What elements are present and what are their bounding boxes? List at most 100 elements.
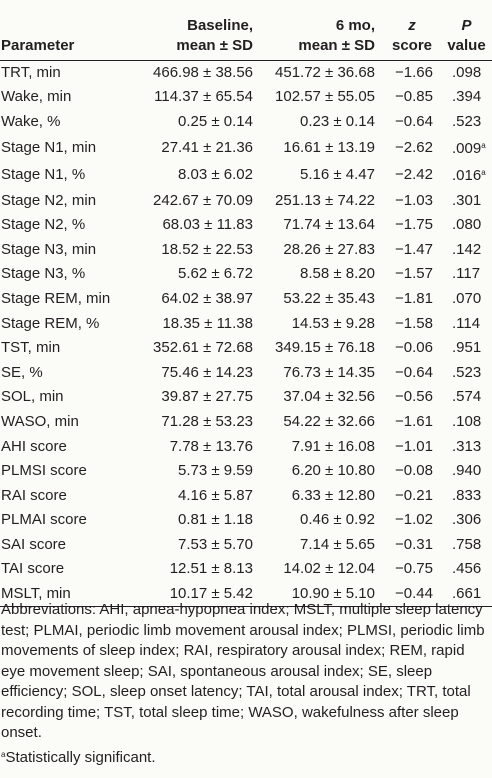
- cell-six-month-text: 7.14 ± 5.65: [300, 535, 375, 553]
- cell-p-value: .833: [441, 483, 492, 508]
- significance-flag: a: [481, 168, 486, 178]
- cell-p-value-text: .313: [452, 437, 482, 455]
- cell-z-score: −0.31: [383, 533, 441, 558]
- cell-z-score: −2.42: [383, 161, 441, 188]
- cell-z-score: −1.81: [383, 287, 441, 312]
- cell-parameter: AHI score: [0, 434, 120, 459]
- cell-p-value-text: .142: [452, 240, 482, 258]
- cell-six-month: 5.16 ± 4.47: [263, 161, 383, 188]
- cell-z-score-text: −0.08: [395, 462, 433, 480]
- significance-flag: a: [481, 141, 486, 151]
- cell-six-month-text: 349.15 ± 76.18: [275, 339, 375, 357]
- cell-six-month: 16.61 ± 13.19: [263, 134, 383, 161]
- cell-six-month: 251.13 ± 74.22: [263, 188, 383, 213]
- cell-six-month-text: 16.61 ± 13.19: [283, 138, 375, 156]
- cell-parameter: Stage N1, min: [0, 134, 120, 161]
- sleep-parameters-table: Parameter Baseline, mean ± SD 6 mo, mean ±…: [0, 4, 492, 608]
- cell-p-value-text: .098: [452, 63, 482, 81]
- table-row: Stage N1, min 27.41 ± 21.36 16.61 ± 13.19 −…: [0, 134, 492, 161]
- cell-parameter: SOL, min: [0, 385, 120, 410]
- cell-parameter-text: PLMAI score: [1, 511, 87, 529]
- cell-parameter-text: SAI score: [1, 535, 67, 553]
- cell-parameter: PLMAI score: [0, 508, 120, 533]
- cell-baseline-text: 0.81 ± 1.18: [178, 511, 253, 529]
- table-row: TST, min 352.61 ± 72.68 349.15 ± 76.18 −0.0…: [0, 336, 492, 361]
- table-row: Stage N1, % 8.03 ± 6.02 5.16 ± 4.47 −2.42 .0…: [0, 161, 492, 188]
- cell-baseline: 466.98 ± 38.56: [120, 60, 263, 85]
- cell-parameter: SE, %: [0, 360, 120, 385]
- cell-z-score-text: −1.01: [395, 437, 433, 455]
- table-row: Stage N2, min 242.67 ± 70.09 251.13 ± 74.2…: [0, 188, 492, 213]
- cell-baseline-text: 114.37 ± 65.54: [154, 88, 253, 106]
- cell-six-month: 37.04 ± 32.56: [263, 385, 383, 410]
- table-row: PLMSI score 5.73 ± 9.59 6.20 ± 10.80 −0.08.…: [0, 459, 492, 484]
- cell-p-value-text: .940: [452, 462, 482, 480]
- cell-six-month: 53.22 ± 35.43: [263, 287, 383, 312]
- cell-parameter-text: Stage REM, %: [1, 314, 100, 332]
- table-row: Stage REM, % 18.35 ± 11.38 14.53 ± 9.28 −1.…: [0, 311, 492, 336]
- cell-parameter-text: TAI score: [1, 560, 65, 578]
- cell-six-month-text: 10.90 ± 5.10: [291, 585, 375, 603]
- cell-z-score-text: −1.81: [395, 289, 433, 307]
- cell-parameter-text: SOL, min: [1, 388, 64, 406]
- cell-parameter: TRT, min: [0, 60, 120, 85]
- cell-p-value-text: .523: [452, 112, 482, 130]
- cell-p-value: .456: [441, 557, 492, 582]
- cell-z-score-text: −0.06: [395, 339, 433, 357]
- cell-parameter: Stage N2, min: [0, 188, 120, 213]
- cell-parameter-text: Stage N1, min: [1, 138, 97, 156]
- cell-parameter: SAI score: [0, 533, 120, 558]
- cell-baseline: 8.03 ± 6.02: [120, 161, 263, 188]
- cell-six-month: 349.15 ± 76.18: [263, 336, 383, 361]
- cell-baseline: 352.61 ± 72.68: [120, 336, 263, 361]
- table-footnotes: Abbreviations: AHI, apnea-hypopnea index…: [1, 600, 489, 768]
- cell-baseline-text: 352.61 ± 72.68: [153, 339, 253, 357]
- cell-p-value-text: .016: [452, 167, 482, 185]
- cell-six-month: 7.14 ± 5.65: [263, 533, 383, 558]
- cell-p-value: .009a: [441, 134, 492, 161]
- cell-baseline-text: 10.17 ± 5.42: [169, 585, 253, 603]
- cell-six-month: 10.90 ± 5.10: [263, 581, 383, 608]
- cell-parameter-text: RAI score: [1, 486, 67, 504]
- cell-baseline-text: 68.03 ± 11.83: [162, 216, 253, 234]
- cell-baseline: 18.52 ± 22.53: [120, 237, 263, 262]
- cell-z-score: −0.06: [383, 336, 441, 361]
- cell-z-score-text: −2.62: [395, 138, 433, 156]
- cell-z-score: −0.85: [383, 85, 441, 110]
- significance-marker: a: [1, 749, 6, 759]
- cell-baseline: 0.81 ± 1.18: [120, 508, 263, 533]
- cell-z-score-text: −1.47: [395, 240, 433, 258]
- table-row: SE, % 75.46 ± 14.23 76.73 ± 14.35 −0.64 .523: [0, 360, 492, 385]
- table-row: Stage N3, % 5.62 ± 6.72 8.58 ± 8.20 −1.57 .1…: [0, 262, 492, 287]
- cell-six-month-text: 5.16 ± 4.47: [300, 165, 375, 183]
- header-baseline-line2: mean ± SD: [176, 36, 253, 54]
- cell-six-month-text: 251.13 ± 74.22: [275, 191, 375, 209]
- cell-baseline-text: 7.78 ± 13.76: [169, 437, 253, 455]
- header-p-label: value: [447, 36, 486, 54]
- cell-baseline: 7.78 ± 13.76: [120, 434, 263, 459]
- cell-z-score: −1.47: [383, 237, 441, 262]
- header-baseline: Baseline, mean ± SD: [120, 4, 263, 61]
- cell-p-value-text: .456: [452, 560, 482, 578]
- table-row: SAI score 7.53 ± 5.70 7.14 ± 5.65 −0.31 .758: [0, 533, 492, 558]
- table-row: AHI score 7.78 ± 13.76 7.91 ± 16.08 −1.01 .3…: [0, 434, 492, 459]
- cell-baseline: 114.37 ± 65.54: [120, 85, 263, 110]
- cell-baseline-text: 0.25 ± 0.14: [178, 112, 253, 130]
- cell-z-score: −1.57: [383, 262, 441, 287]
- table-row: SOL, min 39.87 ± 27.75 37.04 ± 32.56 −0.56.…: [0, 385, 492, 410]
- cell-six-month: 8.58 ± 8.20: [263, 262, 383, 287]
- cell-z-score: −1.75: [383, 213, 441, 238]
- cell-p-value-text: .117: [452, 265, 481, 283]
- header-p-symbol: P: [461, 16, 472, 34]
- cell-baseline-text: 4.16 ± 5.87: [178, 486, 253, 504]
- cell-baseline: 0.25 ± 0.14: [120, 110, 263, 135]
- cell-p-value: .940: [441, 459, 492, 484]
- cell-p-value-text: .080: [452, 216, 482, 234]
- cell-baseline-text: 27.41 ± 21.36: [161, 138, 253, 156]
- header-six-month-line1: 6 mo,: [335, 16, 375, 34]
- cell-p-value: .108: [441, 410, 492, 435]
- header-six-month: 6 mo, mean ± SD: [263, 4, 383, 61]
- cell-six-month: 54.22 ± 32.66: [263, 410, 383, 435]
- significance-text: Statistically significant.: [5, 748, 156, 766]
- cell-parameter: Stage REM, %: [0, 311, 120, 336]
